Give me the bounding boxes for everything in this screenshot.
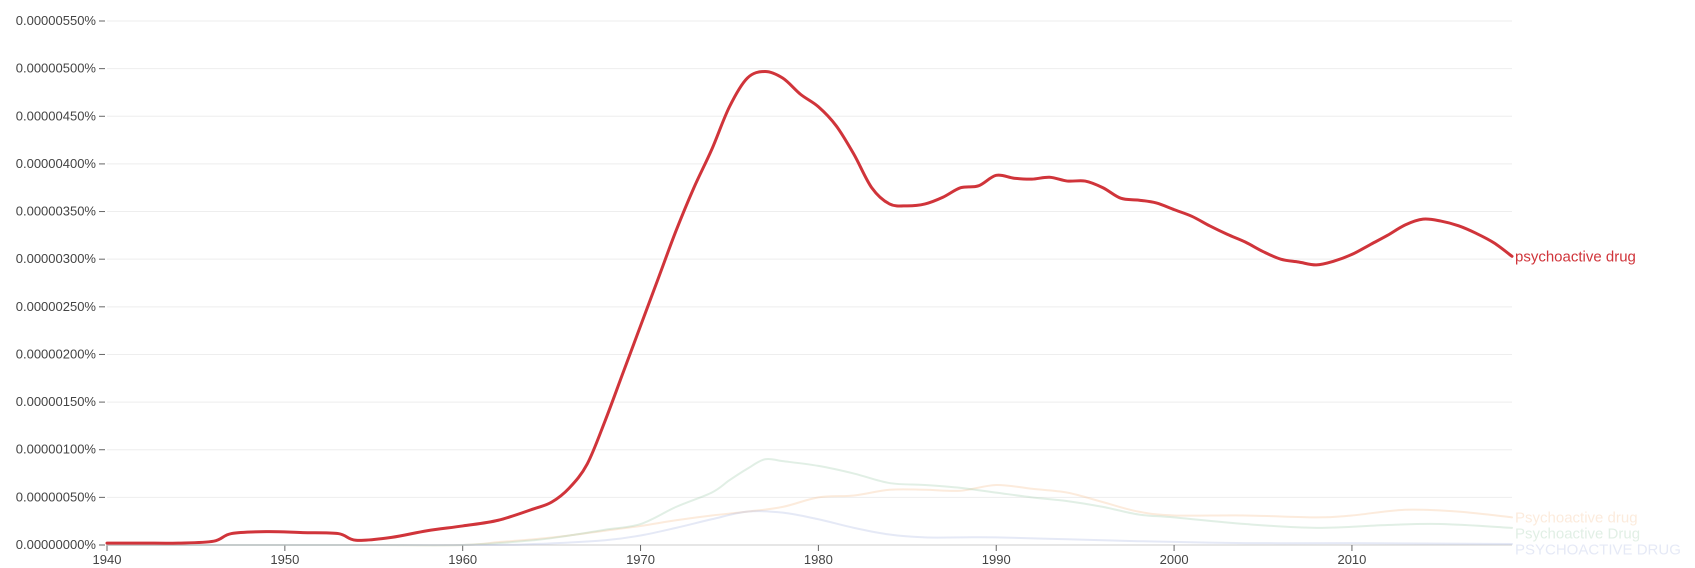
y-tick-label: 0.00000000% (16, 537, 97, 552)
series-label[interactable]: Psychoactive drug (1515, 509, 1638, 526)
y-tick-label: 0.00000500% (16, 61, 97, 76)
x-tick-label: 1940 (93, 552, 122, 567)
y-tick-label: 0.00000200% (16, 346, 97, 361)
series-line-psychoactive-drug-3[interactable] (105, 69, 1514, 545)
series-line-psychoactive-drug-0[interactable] (106, 483, 1513, 547)
x-tick-label: 1990 (982, 552, 1011, 567)
x-tick-label: 1970 (626, 552, 655, 567)
y-axis: 0.00000000% 0.00000050% 0.00000100% 0.00000… (16, 13, 105, 552)
series-lines (105, 69, 1514, 547)
y-tick-label: 0.00000150% (16, 394, 97, 409)
x-axis: 1940 1950 1960 1970 1980 1990 2000 2010 (93, 545, 1366, 567)
series-line-psychoactive-drug-2[interactable] (106, 510, 1513, 547)
x-tick-label: 1950 (270, 552, 299, 567)
y-tick-label: 0.00000100% (16, 442, 97, 457)
y-tick-label: 0.00000350% (16, 204, 97, 219)
series-label[interactable]: PSYCHOACTIVE DRUG (1515, 541, 1681, 558)
y-tick-label: 0.00000400% (16, 156, 97, 171)
series-line-psychoactive-drug-1[interactable] (106, 457, 1513, 547)
x-tick-label: 2010 (1337, 552, 1366, 567)
y-tick-label: 0.00000450% (16, 108, 97, 123)
y-tick-label: 0.00000300% (16, 251, 97, 266)
x-tick-label: 2000 (1160, 552, 1189, 567)
y-tick-label: 0.00000250% (16, 299, 97, 314)
x-tick-label: 1980 (804, 552, 833, 567)
grid-lines (107, 20, 1512, 546)
series-label[interactable]: psychoactive drug (1515, 248, 1636, 265)
y-tick-label: 0.00000550% (16, 13, 97, 28)
x-tick-label: 1960 (448, 552, 477, 567)
series-label[interactable]: Psychoactive Drug (1515, 525, 1640, 542)
y-tick-label: 0.00000050% (16, 489, 97, 504)
